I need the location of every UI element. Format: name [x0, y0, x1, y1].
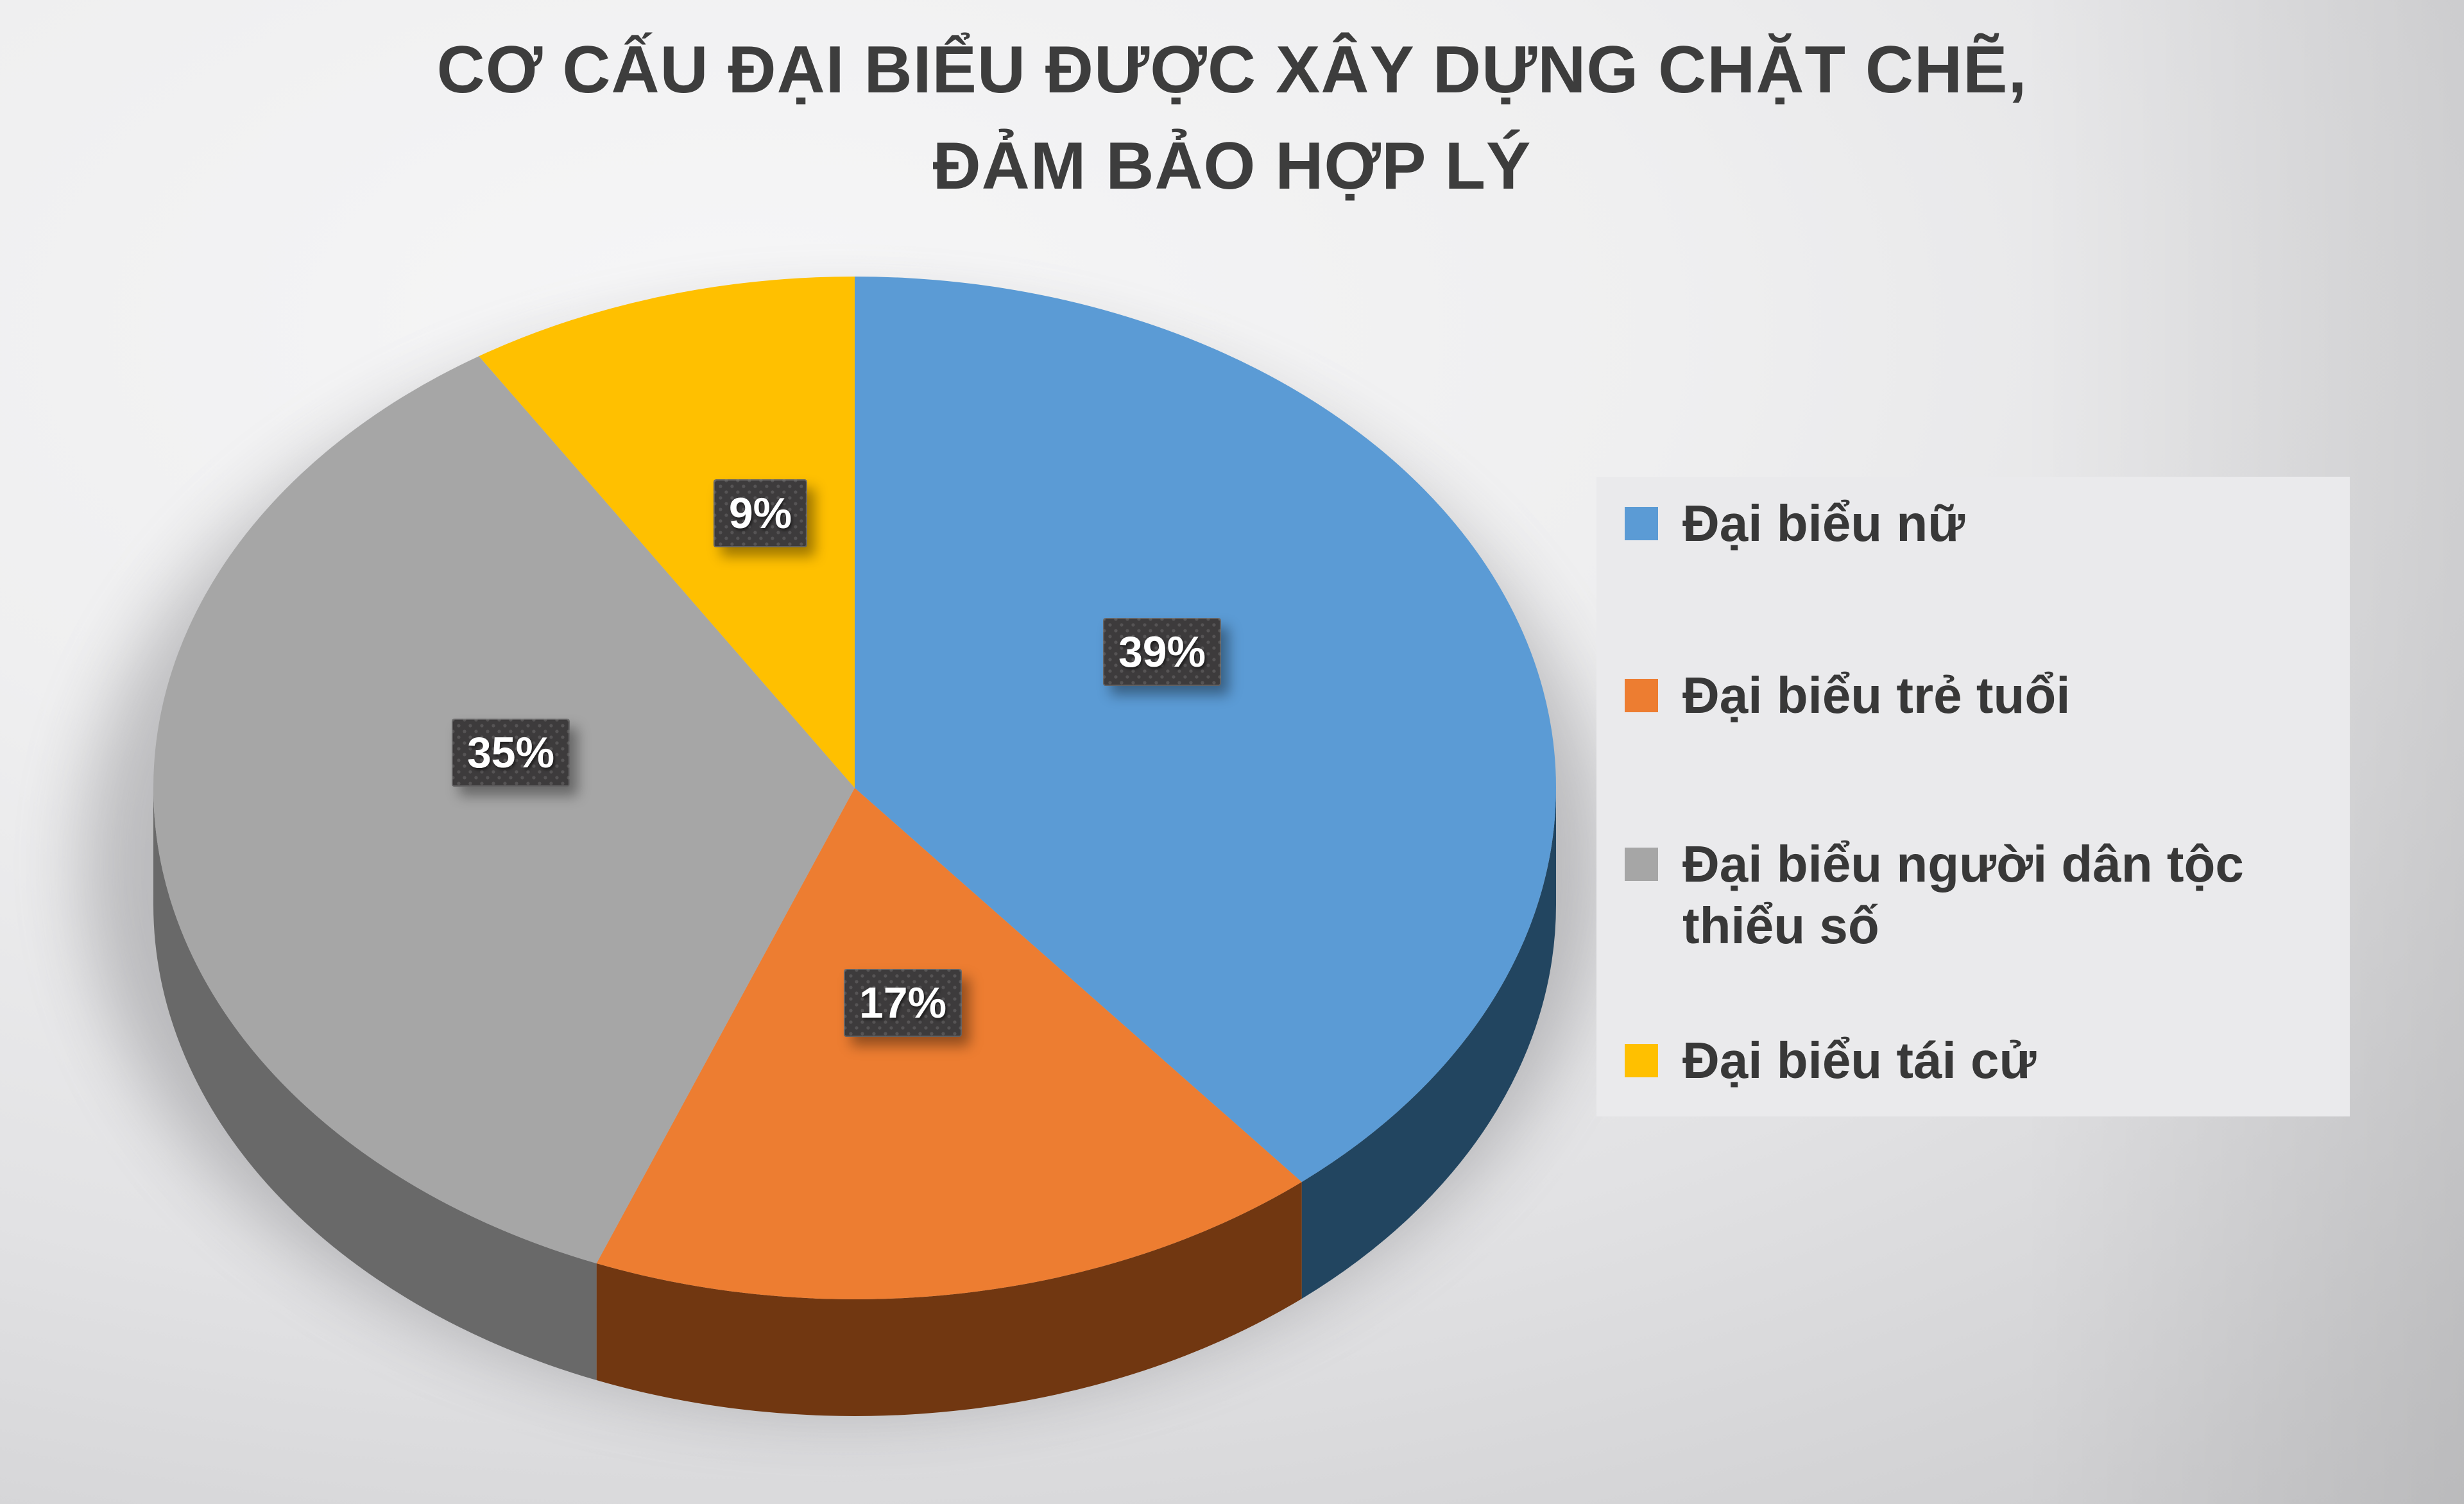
legend-item-dai-bieu-dan-toc[interactable]: Đại biểu người dân tộc thiểu số [1625, 833, 2337, 957]
legend-swatch-orange [1625, 679, 1658, 712]
legend-item-dai-bieu-nu[interactable]: Đại biểu nữ [1625, 493, 2337, 554]
pie-slice-3[interactable] [479, 277, 855, 788]
data-label-dai-bieu-tre-tuoi[interactable]: 17% [843, 969, 963, 1037]
legend-label: Đại biểu người dân tộc thiểu số [1682, 835, 2244, 954]
legend-label: Đại biểu trẻ tuổi [1682, 667, 2071, 724]
data-label-dai-bieu-tai-cu[interactable]: 9% [713, 479, 808, 547]
data-label-dai-bieu-nu[interactable]: 39% [1102, 618, 1222, 686]
legend-item-dai-bieu-tai-cu[interactable]: Đại biểu tái cử [1625, 1030, 2337, 1091]
legend-swatch-yellow [1625, 1044, 1658, 1077]
pie-slice-0[interactable] [855, 277, 1556, 1183]
chart-title: CƠ CẤU ĐẠI BIỂU ĐƯỢC XÂY DỰNG CHẶT CHẼ, … [0, 22, 2464, 214]
legend-swatch-gray [1625, 848, 1658, 881]
legend-item-dai-bieu-tre-tuoi[interactable]: Đại biểu trẻ tuổi [1625, 665, 2337, 726]
pie-slice-side-1 [596, 1182, 1302, 1416]
legend: Đại biểu nữ Đại biểu trẻ tuổi Đại biểu n… [1596, 477, 2350, 1116]
chart-title-line-1: CƠ CẤU ĐẠI BIỂU ĐƯỢC XÂY DỰNG CHẶT CHẼ, [436, 33, 2028, 107]
legend-label: Đại biểu nữ [1682, 495, 1965, 552]
legend-swatch-blue [1625, 507, 1658, 540]
chart-title-line-2: ĐẢM BẢO HỢP LÝ [932, 129, 1532, 203]
legend-label: Đại biểu tái cử [1682, 1032, 2037, 1089]
data-label-dai-bieu-dan-toc[interactable]: 35% [451, 719, 570, 787]
pie-slice-side-2 [153, 788, 597, 1381]
pie-slice-1[interactable] [596, 788, 1302, 1299]
pie-slice-2[interactable] [153, 356, 855, 1264]
pie-slice-side-0 [1301, 788, 1556, 1299]
